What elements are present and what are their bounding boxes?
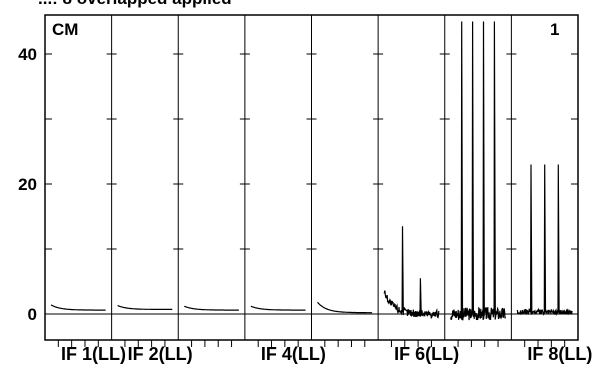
panel-trace (250, 305, 306, 311)
y-tick-label: 20 (18, 175, 37, 194)
y-tick-label: 40 (18, 45, 37, 64)
corner-label-right: 1 (550, 20, 559, 39)
panel-gridlines (45, 15, 578, 340)
panel-label: IF 1(LL) (61, 344, 126, 364)
panel-trace (383, 226, 440, 320)
panel-trace (317, 301, 373, 314)
panel-labels: IF 1(LL) IF 2(LL) IF 4(LL) IF 6(LL) IF 8(LL) (61, 344, 592, 364)
panel-label: IF 4(LL) (261, 344, 326, 364)
corner-label-left: CM (52, 20, 78, 39)
plot-frame (44, 14, 579, 341)
panel-trace (183, 305, 239, 311)
panel-traces (50, 21, 573, 321)
y-tick-label: 0 (28, 305, 37, 324)
panel-label: IF 6(LL) (394, 344, 459, 364)
panel-trace (117, 305, 173, 310)
panel-label: IF 8(LL) (527, 344, 592, 364)
chart-title: ...: 8 overlapped applied (38, 0, 232, 8)
panel-trace (516, 164, 573, 317)
panel-label: IF 2(LL) (128, 344, 193, 364)
y-tick-labels: 0 20 40 (18, 45, 37, 324)
panel-trace (50, 304, 106, 311)
panel-trace (450, 21, 506, 321)
tick-marks (45, 53, 578, 347)
